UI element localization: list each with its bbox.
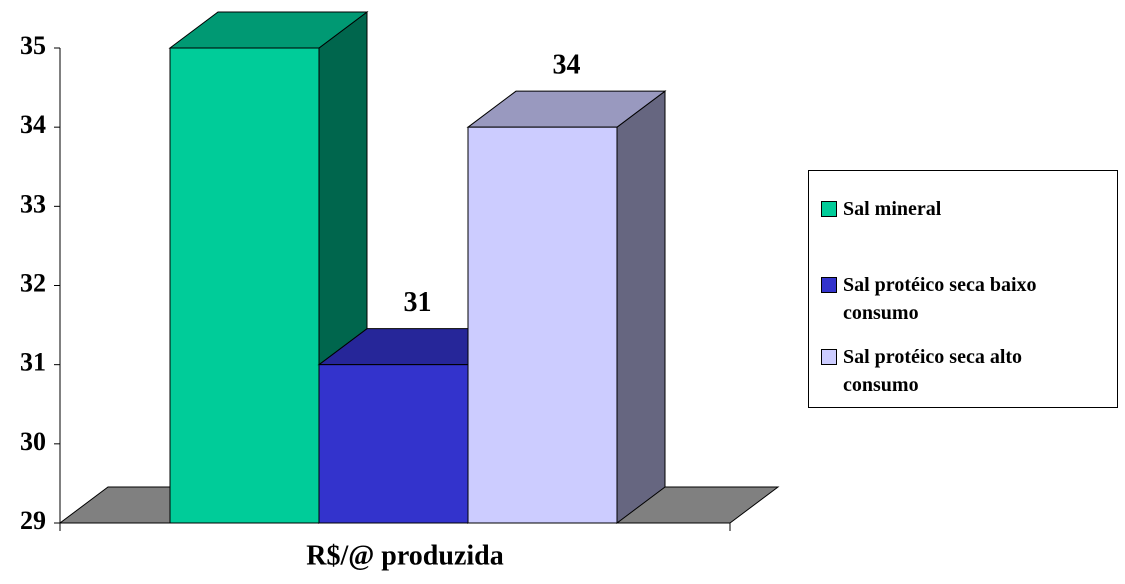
bar <box>169 47 320 524</box>
y-tick-label: 34 <box>20 110 46 139</box>
y-tick-label: 32 <box>20 268 46 297</box>
y-tick-label: 33 <box>20 189 46 218</box>
data-label: 35 <box>255 0 283 1</box>
y-tick-label: 31 <box>20 348 46 377</box>
bar-side <box>616 90 666 524</box>
bar-group <box>466 90 667 524</box>
y-tick-label: 29 <box>20 506 46 535</box>
legend-swatch <box>821 349 837 365</box>
y-tick-label: 30 <box>20 427 46 456</box>
legend-entry: Sal protéico seca baixo consumo <box>821 271 1111 327</box>
legend-entry: Sal protéico seca alto consumo <box>821 343 1111 399</box>
bar <box>467 126 618 524</box>
legend-entry: Sal mineral <box>821 195 1111 223</box>
legend-swatch <box>821 277 837 293</box>
legend-label: Sal protéico seca alto consumo <box>843 346 1023 396</box>
legend-swatch <box>821 201 837 217</box>
data-label: 34 <box>553 50 581 81</box>
bar <box>318 364 469 524</box>
y-tick-label: 35 <box>20 31 46 60</box>
legend-label: Sal protéico seca baixo consumo <box>843 274 1037 324</box>
legend-label: Sal mineral <box>843 198 942 220</box>
x-tick-label: R$/@ produzida <box>306 540 503 571</box>
legend: Sal mineral Sal protéico seca baixo consu… <box>808 170 1118 408</box>
data-label: 31 <box>404 287 432 318</box>
